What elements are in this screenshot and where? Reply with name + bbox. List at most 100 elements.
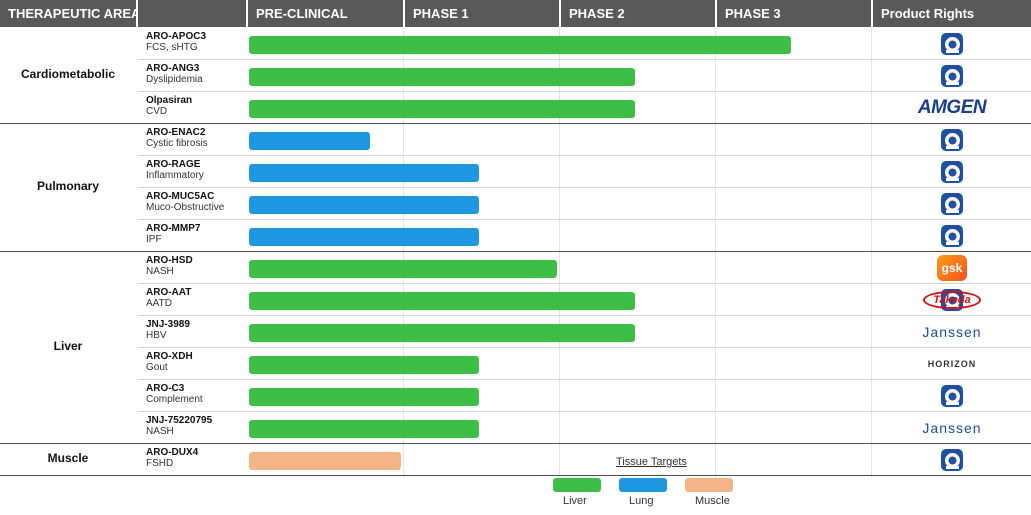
- pipeline-bar-liver: [249, 324, 635, 342]
- arrowhead-logo-icon: [940, 448, 964, 472]
- program-indication: HBV: [146, 330, 167, 341]
- legend-label-lung: Lung: [629, 495, 654, 507]
- header-phase-3: PHASE 3: [717, 0, 871, 27]
- product-rights-cell: [873, 445, 1031, 475]
- amgen-logo: AMGEN: [917, 97, 987, 118]
- pipeline-bar-lung: [249, 132, 370, 150]
- pipeline-bar-lung: [249, 164, 479, 182]
- product-rights-cell: AMGEN: [873, 93, 1031, 123]
- product-rights-cell: [873, 157, 1031, 187]
- program-name: ARO-C3: [146, 383, 185, 394]
- gsk-logo: gsk: [937, 255, 967, 281]
- header-program-column: [138, 0, 246, 27]
- arrowhead-logo-icon: [940, 192, 964, 216]
- janssen-logo: Janssen: [922, 420, 982, 436]
- program-name: ARO-APOC3: [146, 31, 207, 42]
- pipeline-bar-liver: [249, 260, 557, 278]
- arrowhead-logo-icon: [940, 160, 964, 184]
- program-indication: FCS, sHTG: [146, 42, 198, 53]
- phase-gridline: [559, 27, 560, 477]
- row-divider: [138, 59, 1031, 60]
- program-indication: Inflammatory: [146, 170, 204, 181]
- pipeline-bar-liver: [249, 68, 635, 86]
- row-divider: [138, 411, 1031, 412]
- arrowhead-logo-icon: [940, 64, 964, 88]
- product-rights-cell: [873, 221, 1031, 251]
- product-rights-cell: Takeda: [873, 285, 1031, 315]
- header-phase-1: PHASE 1: [405, 0, 559, 27]
- pipeline-bar-muscle: [249, 452, 401, 470]
- header-product-rights: Product Rights: [873, 0, 1031, 27]
- therapeutic-area-label: Cardiometabolic: [20, 67, 116, 81]
- row-divider: [138, 155, 1031, 156]
- program-name: Olpasiran: [146, 95, 193, 106]
- program-indication: Dyslipidemia: [146, 74, 203, 85]
- arrowhead-logo-icon: [940, 384, 964, 408]
- program-name: ARO-ANG3: [146, 63, 200, 74]
- therapeutic-area-label: Pulmonary: [36, 179, 99, 193]
- legend-title: Tissue Targets: [616, 456, 687, 468]
- product-rights-cell: gsk: [873, 253, 1031, 283]
- phase-gridline: [403, 27, 404, 477]
- product-rights-cell: [873, 125, 1031, 155]
- area-divider: [0, 443, 1031, 444]
- product-rights-cell: Janssen: [873, 413, 1031, 443]
- phase-gridline: [871, 27, 872, 477]
- pipeline-bar-liver: [249, 292, 635, 310]
- area-divider: [0, 123, 1031, 124]
- arrowhead-logo-icon: [940, 224, 964, 248]
- arrowhead-logo-icon: [940, 32, 964, 56]
- pipeline-bar-liver: [249, 100, 635, 118]
- product-rights-cell: [873, 29, 1031, 59]
- pipeline-bar-liver: [249, 36, 791, 54]
- row-divider: [138, 347, 1031, 348]
- chart-bottom-line: [0, 475, 1031, 476]
- program-indication: AATD: [146, 298, 172, 309]
- area-divider: [0, 251, 1031, 252]
- legend-swatch-muscle: [685, 478, 733, 492]
- pipeline-bar-lung: [249, 228, 479, 246]
- row-divider: [138, 91, 1031, 92]
- horizon-logo: HORIZON: [927, 359, 977, 369]
- program-indication: Gout: [146, 362, 168, 373]
- header-therapeutic-area: THERAPEUTIC AREA: [0, 0, 140, 27]
- program-name: ARO-XDH: [146, 351, 193, 362]
- product-rights-cell: [873, 189, 1031, 219]
- pipeline-bar-liver: [249, 388, 479, 406]
- row-divider: [138, 187, 1031, 188]
- program-name: ARO-AAT: [146, 287, 192, 298]
- arrowhead-logo-icon: [940, 128, 964, 152]
- product-rights-cell: [873, 61, 1031, 91]
- therapeutic-area-label: Muscle: [47, 451, 89, 465]
- program-name: JNJ-3989: [146, 319, 190, 330]
- program-indication: FSHD: [146, 458, 174, 469]
- program-indication: IPF: [146, 234, 162, 245]
- program-indication: Complement: [146, 394, 203, 405]
- program-name: ARO-RAGE: [146, 159, 201, 170]
- pipeline-bar-liver: [249, 356, 479, 374]
- program-name: ARO-MMP7: [146, 223, 201, 234]
- program-name: ARO-HSD: [146, 255, 193, 266]
- program-indication: Cystic fibrosis: [146, 138, 208, 149]
- product-rights-cell: [873, 381, 1031, 411]
- program-name: ARO-DUX4: [146, 447, 199, 458]
- legend-swatch-liver: [553, 478, 601, 492]
- row-divider: [138, 379, 1031, 380]
- header-phase-2: PHASE 2: [561, 0, 715, 27]
- product-rights-cell: Janssen: [873, 317, 1031, 347]
- header-phase-preclinical: PRE-CLINICAL: [248, 0, 403, 27]
- program-name: ARO-ENAC2: [146, 127, 206, 138]
- program-indication: Muco-Obstructive: [146, 202, 225, 213]
- legend-label-liver: Liver: [563, 495, 587, 507]
- program-indication: NASH: [146, 426, 174, 437]
- product-rights-cell: HORIZON: [873, 349, 1031, 379]
- row-divider: [138, 283, 1031, 284]
- takeda-logo: Takeda: [923, 291, 981, 309]
- program-name: ARO-MUC5AC: [146, 191, 215, 202]
- program-indication: NASH: [146, 266, 174, 277]
- program-name: JNJ-75220795: [146, 415, 213, 426]
- legend-label-muscle: Muscle: [695, 495, 730, 507]
- janssen-logo: Janssen: [922, 324, 982, 340]
- legend-swatch-lung: [619, 478, 667, 492]
- phase-gridline: [715, 27, 716, 477]
